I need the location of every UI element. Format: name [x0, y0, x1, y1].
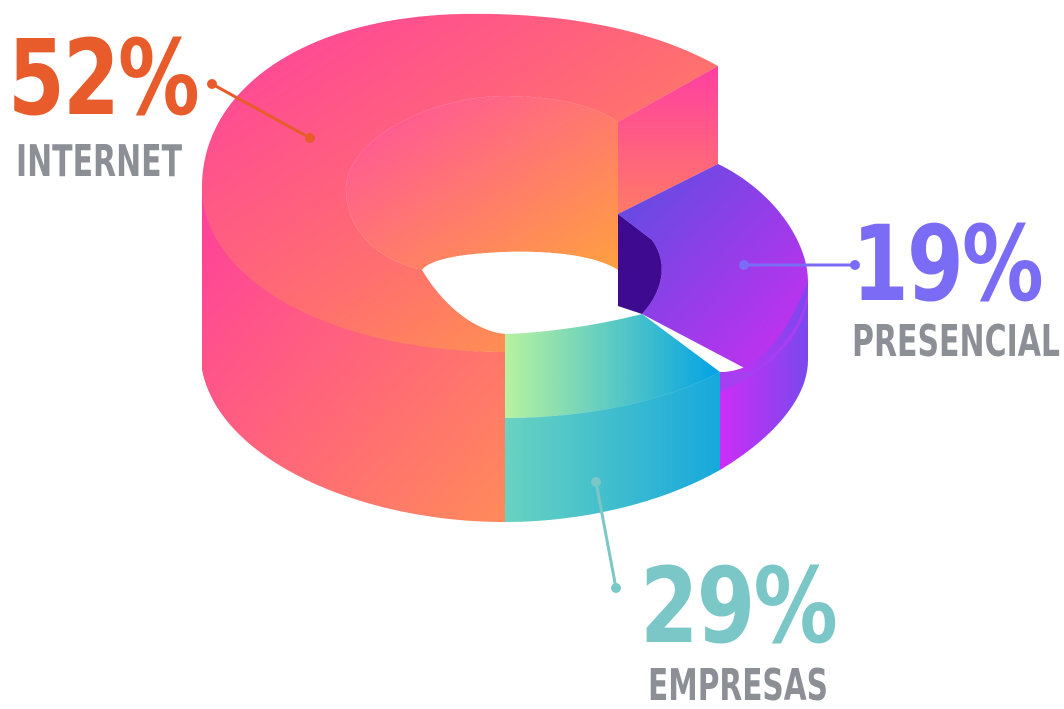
presencial-inner-wall — [618, 214, 662, 314]
empresas-top-face — [505, 314, 720, 418]
category-label-presencial: PRESENCIAL — [852, 316, 1060, 367]
leader-presencial — [739, 260, 860, 270]
value-label-empresas: 29% — [640, 545, 836, 667]
internet-inner-hole-wall — [345, 96, 618, 270]
leader-line-internet — [211, 82, 311, 140]
segment-internet — [201, 13, 718, 522]
segment-presencial — [618, 164, 808, 470]
leader-dot-internet-end — [305, 133, 315, 143]
value-label-internet: 52% — [8, 17, 198, 139]
empresas-outer-wall — [505, 372, 720, 522]
leader-internet — [207, 79, 315, 143]
leader-dot-empresas-end — [611, 583, 621, 593]
value-label-presencial: 19% — [852, 203, 1042, 325]
presencial-outer-wall-top — [720, 282, 808, 392]
internet-cut-face-top — [618, 66, 718, 214]
segment-empresas — [505, 314, 720, 522]
presencial-outer-wall — [720, 282, 808, 470]
leader-dot-presencial-start — [739, 260, 749, 270]
donut-hole — [422, 251, 640, 334]
category-label-internet: INTERNET — [16, 136, 182, 187]
leader-dot-presencial-end — [850, 260, 860, 270]
category-label-empresas: EMPRESAS — [648, 660, 828, 704]
presencial-top-face — [618, 164, 808, 372]
internet-top-face — [201, 13, 718, 352]
leader-dot-internet-start — [207, 79, 217, 89]
internet-outer-wall — [202, 190, 505, 522]
leader-dot-empresas-start — [591, 477, 601, 487]
leader-line-empresas — [594, 481, 618, 589]
leader-empresas — [591, 477, 621, 593]
